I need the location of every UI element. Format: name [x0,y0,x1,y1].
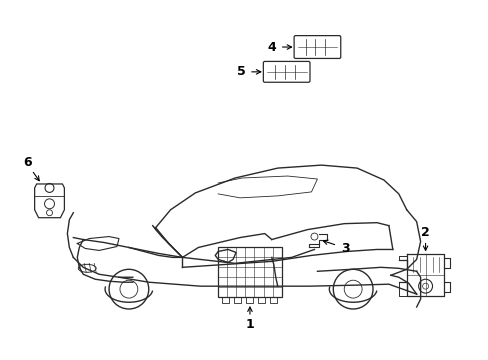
Bar [218,247,281,297]
Text: 5: 5 [236,66,245,78]
Text: 6: 6 [23,156,32,168]
Text: 4: 4 [267,41,276,54]
Text: 1: 1 [245,318,254,331]
Text: 2: 2 [420,226,429,239]
Text: 3: 3 [340,242,349,255]
